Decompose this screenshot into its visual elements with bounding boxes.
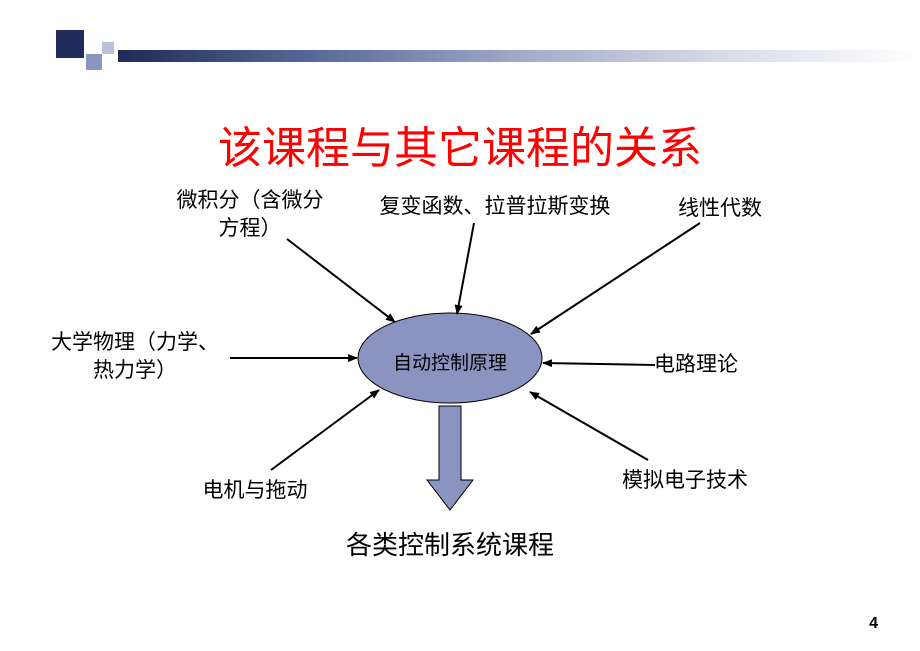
label-circuit: 电路理论 (654, 350, 754, 378)
arrow-linear (531, 223, 700, 334)
arrow-analog (530, 392, 648, 460)
label-linear: 线性代数 (655, 194, 785, 222)
label-calc-line1: 微积分（含微分 (177, 188, 324, 212)
arrow-circuit (543, 363, 655, 365)
label-physics-line1: 大学物理（力学、 (51, 330, 219, 354)
label-complex: 复变函数、拉普拉斯变换 (370, 192, 620, 220)
label-analog: 模拟电子技术 (610, 466, 760, 494)
slide: { "page_number": "4", "title": { "text":… (0, 0, 920, 651)
label-physics: 大学物理（力学、 热力学） (35, 328, 235, 385)
down-block-arrow (427, 406, 473, 510)
label-physics-line2: 热力学） (93, 358, 177, 382)
arrow-motor (271, 390, 379, 470)
label-calc: 微积分（含微分 方程） (165, 186, 335, 243)
bottom-label: 各类控制系统课程 (300, 528, 600, 563)
arrow-calc (287, 239, 395, 322)
label-motor: 电机与拖动 (195, 476, 315, 504)
center-node-label: 自动控制原理 (390, 348, 510, 375)
arrow-complex (457, 223, 474, 314)
label-calc-line2: 方程） (219, 216, 282, 240)
page-number: 4 (869, 615, 878, 633)
